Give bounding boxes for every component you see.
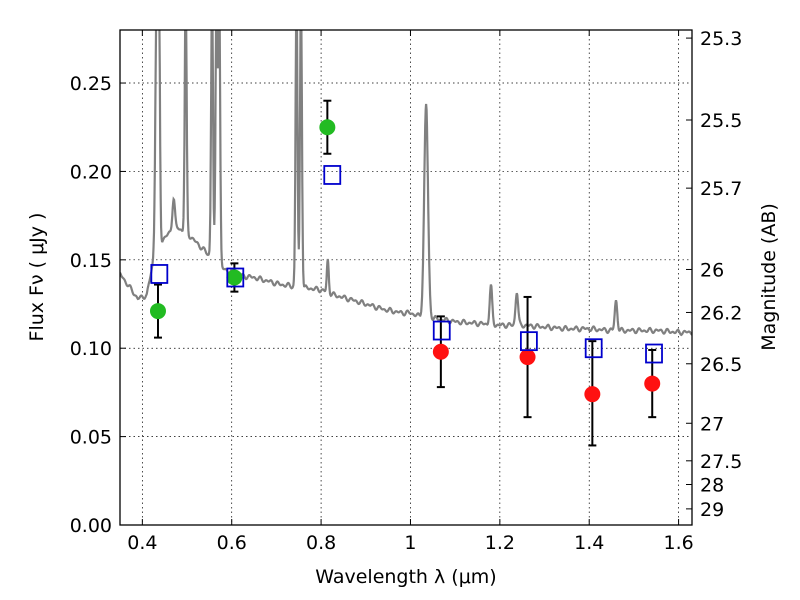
data-point (584, 386, 601, 403)
x-axis-title: Wavelength λ (μm) (315, 566, 496, 588)
mag-tick-label: 25.3 (700, 28, 742, 50)
model-point (226, 267, 245, 288)
x-tick-label: 0.4 (127, 532, 157, 554)
model-point (519, 331, 538, 352)
y-tick-label: 0.25 (70, 73, 112, 95)
x-tick-label: 0.8 (306, 532, 336, 554)
spectrum-line (120, 30, 692, 337)
mag-tick-label: 27 (700, 413, 724, 435)
x-tick-label: 0.6 (217, 532, 247, 554)
axis-ticks: 0.4 0.6 0.8 1 1.2 1.4 1.6 0.00 0.05 0.10 0.15 0.20 0… (70, 28, 743, 554)
x-tick-label: 1.2 (485, 532, 515, 554)
mag-tick-label: 26.5 (700, 354, 742, 376)
mag-tick-label: 25.5 (700, 110, 742, 132)
y2-axis-title: Magnitude (AB) (758, 203, 780, 351)
model-point (645, 343, 663, 364)
data-point (644, 375, 661, 392)
x-tick-label: 1.6 (663, 532, 693, 554)
model-point (432, 320, 451, 341)
model-point (584, 338, 603, 359)
data-point (432, 343, 449, 360)
y-tick-label: 0.05 (70, 427, 112, 449)
grid (120, 30, 692, 526)
model-point (323, 165, 342, 185)
y-tick-label: 0.00 (70, 515, 112, 537)
model-spectrum (120, 30, 692, 337)
model-point (150, 264, 169, 284)
mag-tick-label: 29 (700, 499, 724, 521)
y-tick-label: 0.20 (70, 161, 112, 183)
mag-tick-label: 25.7 (700, 178, 742, 200)
data-point (226, 269, 243, 286)
data-points (149, 99, 663, 447)
data-point (149, 303, 166, 320)
mag-tick-label: 26 (700, 259, 724, 281)
data-point (519, 349, 536, 366)
y-axis-title: Flux Fν ( μJy ) (26, 213, 48, 342)
mag-tick-label: 26.2 (700, 302, 742, 324)
mag-tick-label: 27.5 (700, 451, 742, 473)
plot-frame (119, 29, 693, 526)
x-tick-label: 1.4 (574, 532, 604, 554)
mag-tick-label: 28 (700, 475, 724, 497)
y-tick-label: 0.15 (70, 250, 112, 272)
data-point (319, 119, 336, 136)
y-tick-label: 0.10 (70, 338, 112, 360)
x-tick-label: 1 (404, 532, 416, 554)
